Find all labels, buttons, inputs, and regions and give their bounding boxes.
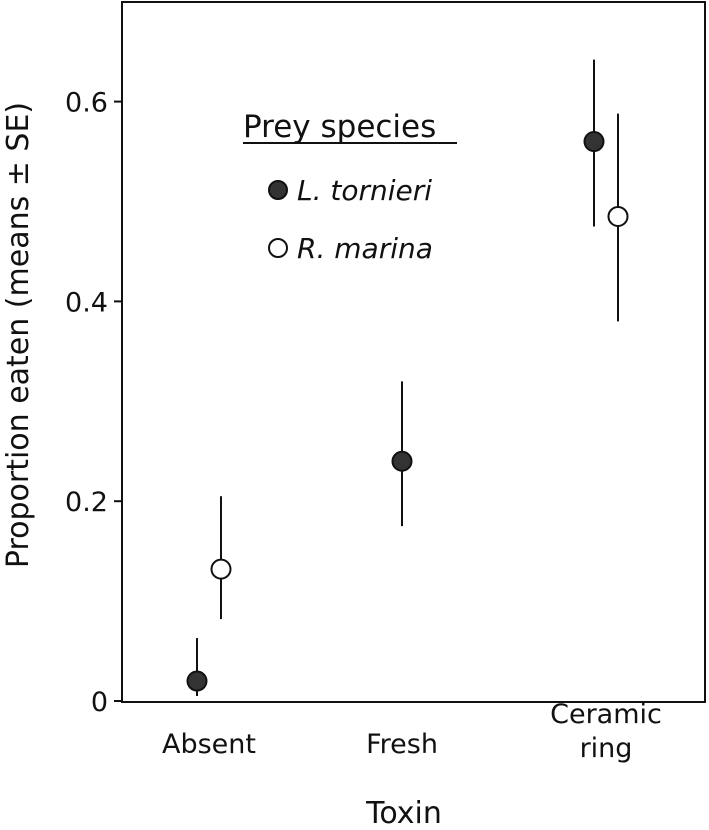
x-axis-title: Toxin bbox=[365, 796, 442, 830]
point-r-marina-2 bbox=[607, 205, 629, 227]
x-tick-label-0: Absent bbox=[162, 729, 256, 760]
legend-marker-r-marina bbox=[268, 238, 288, 258]
point-l-tornieri-0 bbox=[186, 670, 208, 692]
y-tick-label-3: 0.6 bbox=[65, 88, 108, 119]
point-l-tornieri-1 bbox=[391, 450, 413, 472]
x-tick-label-2: Ceramic ring bbox=[550, 699, 662, 764]
legend-label-l-tornieri: L. tornieri bbox=[297, 174, 432, 207]
legend: Prey species L. tornieri R. marina bbox=[243, 109, 457, 265]
plot-frame bbox=[121, 1, 706, 703]
legend-title: Prey species bbox=[243, 109, 436, 145]
y-tick-label-1: 0.2 bbox=[65, 487, 108, 518]
point-l-tornieri-2 bbox=[583, 131, 605, 153]
legend-marker-l-tornieri bbox=[268, 180, 288, 200]
y-tick-label-2: 0.4 bbox=[65, 287, 108, 318]
y-tick-label-0: 0 bbox=[91, 687, 108, 718]
point-r-marina-0 bbox=[210, 558, 232, 580]
legend-label-r-marina: R. marina bbox=[297, 232, 433, 265]
x-tick-label-1: Fresh bbox=[366, 729, 438, 760]
y-axis-title: Proportion eaten (means ± SE) bbox=[1, 102, 36, 568]
